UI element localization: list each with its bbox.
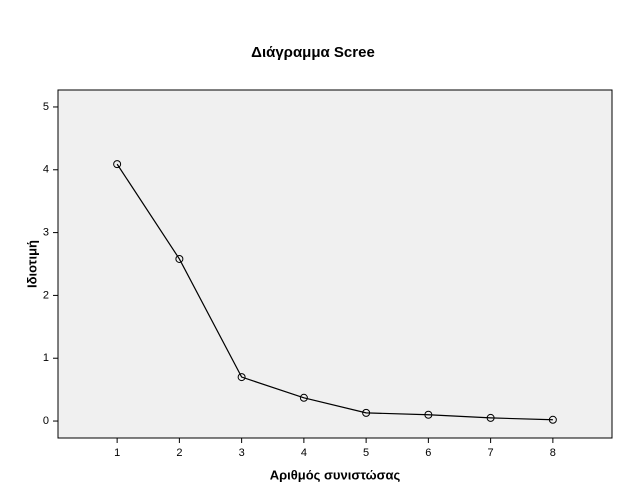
y-tick-label: 2 xyxy=(43,289,49,301)
point xyxy=(548,415,557,424)
x-tick-label: 2 xyxy=(176,447,182,459)
y-tick-label: 4 xyxy=(43,164,49,176)
x-tick-label: 5 xyxy=(363,447,369,459)
point xyxy=(299,393,308,402)
y-axis-label: Ιδιοτιμή xyxy=(24,240,39,288)
y-tick-label: 5 xyxy=(43,101,49,113)
point xyxy=(362,408,371,417)
x-tick-label: 6 xyxy=(425,447,431,459)
plot-area xyxy=(57,89,613,439)
point xyxy=(486,413,495,422)
y-tick-label: 0 xyxy=(43,415,49,427)
x-axis-label: Αριθμός συνιστώσας xyxy=(270,467,401,482)
point xyxy=(237,373,246,382)
y-tick-label: 1 xyxy=(43,352,49,364)
point xyxy=(113,160,122,169)
y-tick-label: 3 xyxy=(43,226,49,238)
point xyxy=(424,410,433,419)
chart-title: Διάγραμμα Scree xyxy=(251,44,375,61)
x-tick-label: 7 xyxy=(488,447,494,459)
line xyxy=(116,163,553,421)
x-tick-label: 3 xyxy=(239,447,245,459)
x-tick-label: 4 xyxy=(301,447,307,459)
x-tick-label: 8 xyxy=(550,447,556,459)
x-tick-label: 1 xyxy=(114,447,120,459)
point xyxy=(175,254,184,263)
